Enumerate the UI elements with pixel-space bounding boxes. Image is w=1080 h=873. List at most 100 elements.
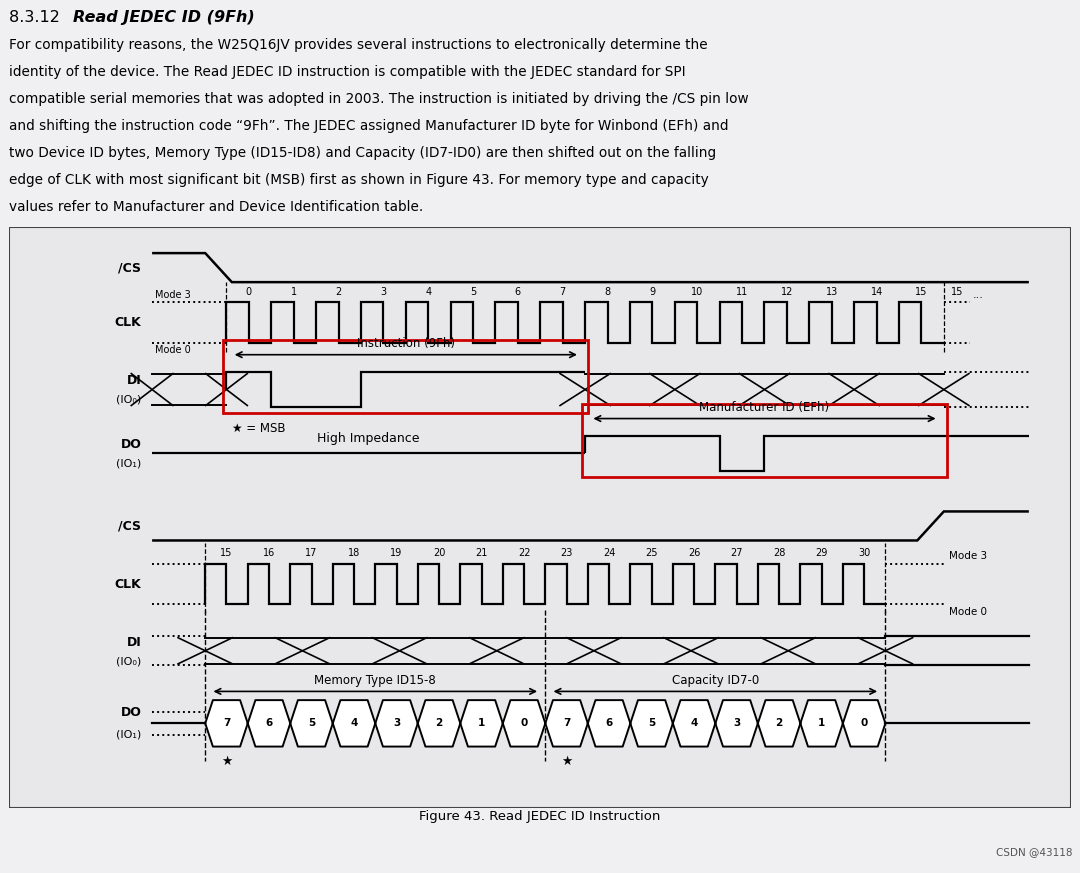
Text: 0: 0 <box>246 286 252 297</box>
Text: Capacity ID7-0: Capacity ID7-0 <box>672 674 759 687</box>
Text: ...: ... <box>972 290 984 300</box>
Polygon shape <box>758 700 800 746</box>
Text: ★ = MSB: ★ = MSB <box>232 422 285 435</box>
Text: /CS: /CS <box>119 519 141 533</box>
Text: Figure 43. Read JEDEC ID Instruction: Figure 43. Read JEDEC ID Instruction <box>419 810 661 823</box>
Text: 3: 3 <box>380 286 387 297</box>
Text: 26: 26 <box>688 548 700 558</box>
Text: 7: 7 <box>559 286 566 297</box>
Text: 20: 20 <box>433 548 445 558</box>
Text: 15: 15 <box>915 286 928 297</box>
Text: 15: 15 <box>950 286 963 297</box>
Text: CLK: CLK <box>114 578 141 590</box>
Text: 6: 6 <box>515 286 521 297</box>
Text: ★: ★ <box>221 755 232 768</box>
Text: 4: 4 <box>690 718 698 728</box>
Polygon shape <box>375 700 418 746</box>
Text: CSDN @43118: CSDN @43118 <box>996 847 1072 856</box>
Text: 15: 15 <box>220 548 232 558</box>
Text: 7: 7 <box>222 718 230 728</box>
Polygon shape <box>588 700 631 746</box>
Text: compatible serial memories that was adopted in 2003. The instruction is initiate: compatible serial memories that was adop… <box>9 92 748 106</box>
Text: 22: 22 <box>517 548 530 558</box>
Polygon shape <box>205 700 247 746</box>
Text: 24: 24 <box>603 548 616 558</box>
Text: 0: 0 <box>521 718 528 728</box>
Text: 14: 14 <box>870 286 882 297</box>
Text: CLK: CLK <box>114 316 141 329</box>
Text: 5: 5 <box>470 286 476 297</box>
Polygon shape <box>418 700 460 746</box>
Polygon shape <box>673 700 715 746</box>
Text: values refer to Manufacturer and Device Identification table.: values refer to Manufacturer and Device … <box>9 200 423 214</box>
Text: Mode 3: Mode 3 <box>156 290 191 300</box>
Polygon shape <box>545 700 588 746</box>
Text: For compatibility reasons, the W25Q16JV provides several instructions to electro: For compatibility reasons, the W25Q16JV … <box>9 38 707 52</box>
Text: 8: 8 <box>605 286 610 297</box>
Text: Mode 0: Mode 0 <box>949 607 987 616</box>
Polygon shape <box>631 700 673 746</box>
Text: two Device ID bytes, Memory Type (ID15-ID8) and Capacity (ID7-ID0) are then shif: two Device ID bytes, Memory Type (ID15-I… <box>9 146 716 160</box>
Text: 6: 6 <box>606 718 612 728</box>
Text: High Impedance: High Impedance <box>318 431 420 444</box>
Text: 2: 2 <box>775 718 783 728</box>
Text: (IO₀): (IO₀) <box>117 656 141 666</box>
Text: 16: 16 <box>262 548 275 558</box>
Text: 4: 4 <box>350 718 357 728</box>
Text: 9: 9 <box>649 286 656 297</box>
Text: /CS: /CS <box>119 261 141 274</box>
Text: DO: DO <box>121 706 141 719</box>
Text: 3: 3 <box>393 718 401 728</box>
Text: 3: 3 <box>733 718 740 728</box>
Text: 5: 5 <box>648 718 656 728</box>
Text: 25: 25 <box>646 548 658 558</box>
Text: 27: 27 <box>730 548 743 558</box>
Text: 11: 11 <box>735 286 748 297</box>
Polygon shape <box>247 700 291 746</box>
Text: DI: DI <box>126 636 141 649</box>
Text: Manufacturer ID (EFh): Manufacturer ID (EFh) <box>700 401 829 414</box>
Text: DI: DI <box>126 375 141 388</box>
Text: 29: 29 <box>815 548 827 558</box>
Text: Memory Type ID15-8: Memory Type ID15-8 <box>314 674 436 687</box>
Text: 21: 21 <box>475 548 488 558</box>
Text: 8.3.12: 8.3.12 <box>9 10 70 25</box>
Text: 12: 12 <box>781 286 793 297</box>
Text: (IO₀): (IO₀) <box>117 395 141 405</box>
Text: 6: 6 <box>266 718 272 728</box>
Text: 4: 4 <box>426 286 431 297</box>
Text: 18: 18 <box>348 548 360 558</box>
Text: 0: 0 <box>861 718 867 728</box>
Polygon shape <box>503 700 545 746</box>
Text: Mode 0: Mode 0 <box>156 346 191 355</box>
Text: 1: 1 <box>291 286 297 297</box>
Text: 7: 7 <box>563 718 570 728</box>
Text: 17: 17 <box>306 548 318 558</box>
Polygon shape <box>460 700 503 746</box>
Text: 10: 10 <box>691 286 703 297</box>
Text: ★: ★ <box>561 755 572 768</box>
Text: (IO₁): (IO₁) <box>117 459 141 469</box>
Text: Read JEDEC ID (9Fh): Read JEDEC ID (9Fh) <box>73 10 255 25</box>
Bar <box>582 404 947 477</box>
Text: Mode 3: Mode 3 <box>949 552 987 561</box>
Polygon shape <box>333 700 375 746</box>
Polygon shape <box>842 700 886 746</box>
Text: 2: 2 <box>336 286 341 297</box>
Text: 28: 28 <box>773 548 785 558</box>
Text: DO: DO <box>121 438 141 451</box>
Polygon shape <box>800 700 842 746</box>
Text: 19: 19 <box>390 548 403 558</box>
Text: (IO₁): (IO₁) <box>117 730 141 740</box>
Polygon shape <box>715 700 758 746</box>
Text: 23: 23 <box>561 548 572 558</box>
Text: 1: 1 <box>478 718 485 728</box>
Text: 1: 1 <box>818 718 825 728</box>
Text: 30: 30 <box>858 548 870 558</box>
Text: 2: 2 <box>435 718 443 728</box>
Text: edge of CLK with most significant bit (MSB) first as shown in Figure 43. For mem: edge of CLK with most significant bit (M… <box>9 173 708 187</box>
Bar <box>224 340 589 413</box>
Text: and shifting the instruction code “9Fh”. The JEDEC assigned Manufacturer ID byte: and shifting the instruction code “9Fh”.… <box>9 119 728 133</box>
Text: identity of the device. The Read JEDEC ID instruction is compatible with the JED: identity of the device. The Read JEDEC I… <box>9 65 686 79</box>
Text: Instruction (9Fh): Instruction (9Fh) <box>356 337 455 350</box>
